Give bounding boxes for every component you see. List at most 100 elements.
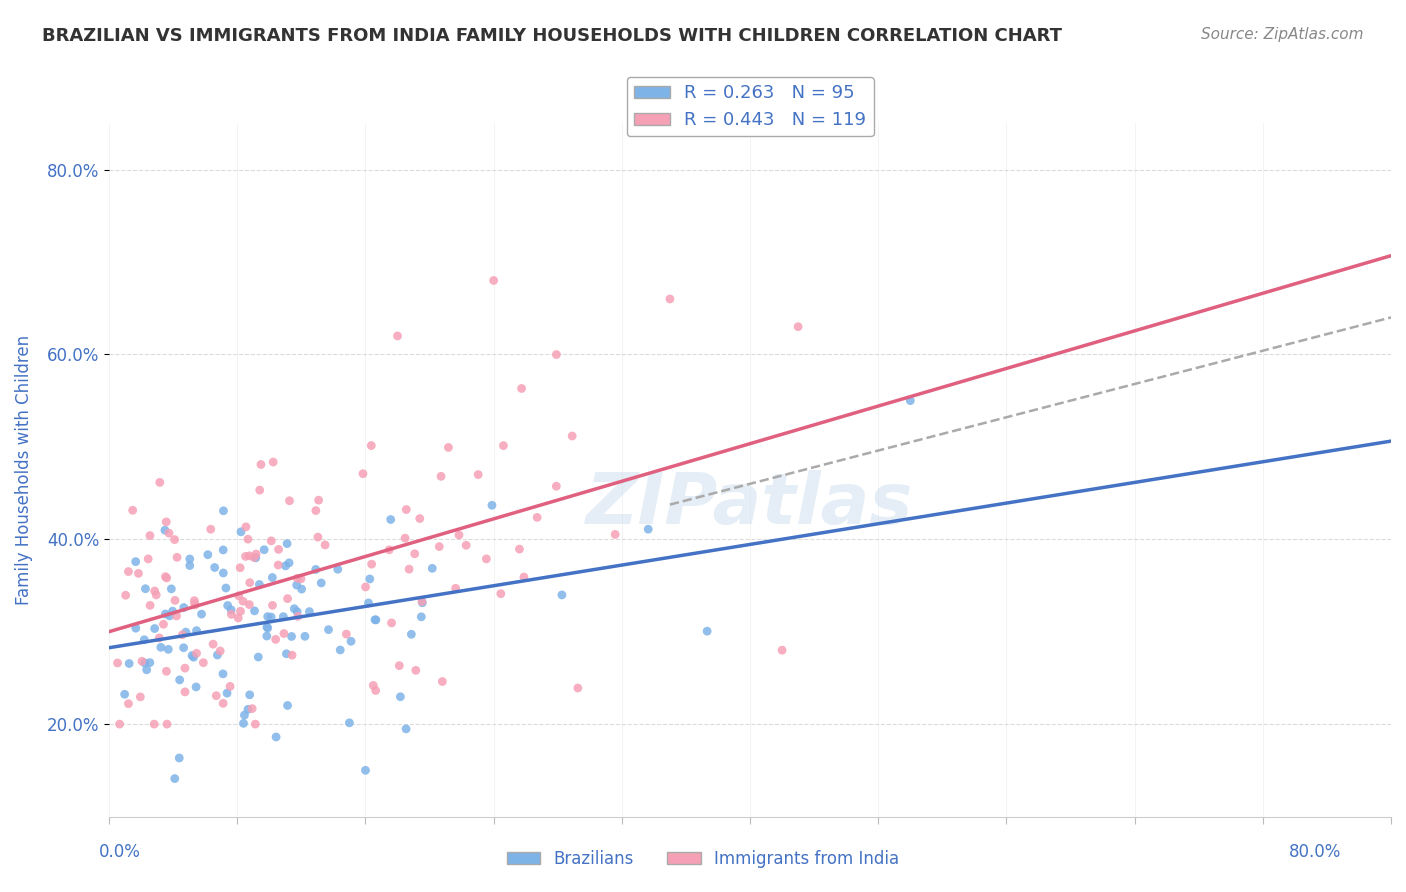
Point bbox=[276, 647, 298, 661]
Point bbox=[354, 764, 377, 778]
Point bbox=[658, 292, 681, 306]
Point bbox=[510, 382, 533, 396]
Point bbox=[157, 526, 180, 541]
Point bbox=[155, 569, 177, 583]
Point bbox=[228, 589, 250, 603]
Point bbox=[134, 582, 156, 596]
Point bbox=[215, 686, 238, 700]
Point bbox=[380, 512, 402, 526]
Point bbox=[172, 628, 194, 642]
Point bbox=[219, 603, 242, 617]
Text: BRAZILIAN VS IMMIGRANTS FROM INDIA FAMILY HOUSEHOLDS WITH CHILDREN CORRELATION C: BRAZILIAN VS IMMIGRANTS FROM INDIA FAMIL… bbox=[42, 27, 1062, 45]
Point bbox=[329, 643, 352, 657]
Point bbox=[378, 542, 401, 557]
Point bbox=[298, 605, 321, 619]
Point bbox=[280, 630, 302, 644]
Point bbox=[114, 687, 136, 701]
Point bbox=[359, 572, 381, 586]
Point bbox=[139, 528, 162, 542]
Point bbox=[250, 458, 273, 472]
Point bbox=[285, 605, 308, 619]
Point bbox=[357, 596, 380, 610]
Point bbox=[190, 607, 212, 621]
Point bbox=[696, 624, 718, 639]
Point bbox=[245, 717, 267, 731]
Point bbox=[444, 582, 467, 596]
Point bbox=[567, 681, 589, 695]
Point bbox=[152, 617, 174, 632]
Point bbox=[339, 715, 361, 730]
Point bbox=[229, 604, 252, 618]
Point bbox=[148, 631, 170, 645]
Point bbox=[432, 674, 454, 689]
Point bbox=[260, 610, 283, 624]
Point bbox=[314, 538, 336, 552]
Point bbox=[508, 542, 530, 557]
Point bbox=[157, 642, 180, 657]
Point bbox=[239, 575, 262, 590]
Point bbox=[256, 629, 278, 643]
Point bbox=[247, 577, 270, 591]
Point bbox=[235, 549, 257, 564]
Point bbox=[274, 558, 297, 573]
Point bbox=[273, 626, 295, 640]
Point bbox=[186, 624, 208, 638]
Point bbox=[215, 581, 238, 595]
Point bbox=[156, 717, 179, 731]
Point bbox=[149, 640, 172, 655]
Point bbox=[395, 722, 418, 736]
Point bbox=[174, 685, 197, 699]
Point bbox=[308, 493, 330, 508]
Point bbox=[139, 599, 162, 613]
Point bbox=[219, 679, 242, 693]
Point bbox=[129, 690, 152, 704]
Point bbox=[278, 556, 301, 570]
Point bbox=[482, 273, 505, 287]
Point bbox=[526, 510, 548, 524]
Text: 0.0%: 0.0% bbox=[98, 843, 141, 861]
Point bbox=[136, 552, 159, 566]
Point bbox=[143, 622, 166, 636]
Point bbox=[335, 627, 357, 641]
Point bbox=[243, 604, 266, 618]
Point bbox=[260, 533, 283, 548]
Point bbox=[233, 708, 256, 723]
Point bbox=[380, 615, 402, 630]
Point bbox=[212, 666, 235, 681]
Legend: R = 0.263   N = 95, R = 0.443   N = 119: R = 0.263 N = 95, R = 0.443 N = 119 bbox=[627, 77, 873, 136]
Point bbox=[404, 547, 426, 561]
Point bbox=[395, 502, 418, 516]
Point bbox=[232, 716, 254, 731]
Point bbox=[787, 319, 810, 334]
Point bbox=[492, 439, 515, 453]
Point bbox=[184, 598, 207, 612]
Point bbox=[256, 620, 278, 634]
Point bbox=[240, 701, 263, 715]
Point bbox=[394, 531, 416, 545]
Point bbox=[221, 607, 243, 622]
Point bbox=[209, 644, 232, 658]
Point bbox=[245, 547, 267, 561]
Point bbox=[447, 528, 470, 542]
Point bbox=[481, 498, 503, 512]
Point bbox=[200, 522, 222, 536]
Point bbox=[204, 560, 226, 574]
Point bbox=[193, 656, 215, 670]
Point bbox=[118, 657, 141, 671]
Point bbox=[276, 536, 298, 550]
Text: Source: ZipAtlas.com: Source: ZipAtlas.com bbox=[1201, 27, 1364, 42]
Point bbox=[294, 629, 316, 643]
Point bbox=[108, 717, 131, 731]
Point bbox=[277, 591, 299, 606]
Point bbox=[364, 683, 387, 698]
Point bbox=[236, 702, 259, 716]
Point bbox=[229, 524, 252, 539]
Point bbox=[169, 673, 191, 687]
Point bbox=[770, 643, 793, 657]
Point bbox=[398, 562, 420, 576]
Point bbox=[205, 689, 228, 703]
Point bbox=[127, 566, 149, 581]
Point bbox=[388, 658, 411, 673]
Point bbox=[212, 696, 235, 710]
Point bbox=[389, 690, 412, 704]
